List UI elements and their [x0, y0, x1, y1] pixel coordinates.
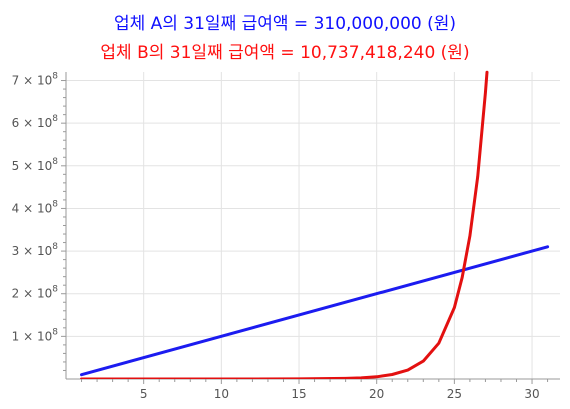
x-tick-label: 15: [291, 387, 306, 401]
series-layer: [80, 70, 550, 379]
series-line-a: [80, 245, 550, 377]
y-tick-label: 5 × 108: [12, 157, 59, 173]
x-tick-label: 25: [447, 387, 462, 401]
y-tick-mantissa: 4: [12, 201, 23, 215]
y-tick-label: 4 × 108: [12, 199, 59, 215]
x-tick-label: 10: [214, 387, 229, 401]
series-line-b: [80, 70, 489, 379]
y-tick-base: × 10: [23, 329, 52, 343]
x-tick-label: 5: [140, 387, 148, 401]
y-tick-exponent: 8: [52, 114, 58, 124]
y-tick-base: × 10: [23, 116, 52, 130]
y-tick-base: × 10: [23, 159, 52, 173]
y-tick-label: 1 × 108: [12, 327, 59, 343]
y-tick-exponent: 8: [52, 199, 58, 209]
x-tick-label: 30: [524, 387, 539, 401]
y-tick-exponent: 8: [52, 242, 58, 252]
y-tick-base: × 10: [23, 287, 52, 301]
y-tick-mantissa: 1: [12, 329, 23, 343]
y-tick-mantissa: 2: [12, 287, 23, 301]
y-tick-base: × 10: [23, 244, 52, 258]
y-tick-label: 2 × 108: [12, 285, 59, 301]
y-tick-exponent: 8: [52, 72, 58, 82]
y-tick-label: 3 × 108: [12, 242, 59, 258]
chart-title-line-b: 업체 B의 31일째 급여액 = 10,737,418,240 (원): [100, 43, 470, 63]
y-tick-exponent: 8: [52, 285, 58, 295]
axes: [61, 72, 560, 384]
y-tick-base: × 10: [23, 201, 52, 215]
y-tick-mantissa: 5: [12, 159, 23, 173]
gridlines: [66, 72, 560, 379]
x-tick-label: 20: [369, 387, 384, 401]
y-tick-mantissa: 7: [12, 74, 23, 88]
chart-title-line-a: 업체 A의 31일째 급여액 = 310,000,000 (원): [113, 14, 457, 34]
y-tick-label: 6 × 108: [12, 114, 59, 130]
y-tick-base: × 10: [23, 74, 52, 88]
y-tick-label: 7 × 108: [12, 72, 59, 88]
y-tick-mantissa: 3: [12, 244, 23, 258]
y-tick-mantissa: 6: [12, 116, 23, 130]
y-tick-exponent: 8: [52, 327, 58, 337]
y-tick-exponent: 8: [52, 157, 58, 167]
